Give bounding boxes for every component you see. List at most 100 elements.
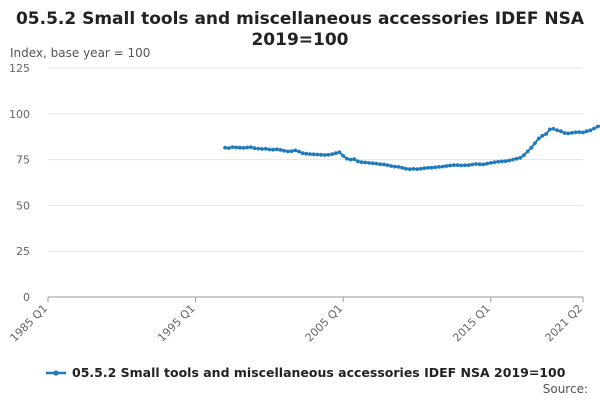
data-point[interactable] (440, 164, 445, 169)
data-point[interactable] (470, 162, 475, 167)
data-point[interactable] (536, 136, 541, 141)
data-point[interactable] (363, 160, 368, 165)
data-point[interactable] (463, 163, 467, 168)
data-point[interactable] (415, 167, 419, 172)
data-point[interactable] (492, 160, 497, 165)
data-point[interactable] (551, 126, 556, 131)
data-point[interactable] (245, 145, 250, 150)
data-point[interactable] (267, 147, 272, 152)
data-point[interactable] (282, 148, 286, 153)
data-point[interactable] (418, 166, 423, 171)
data-point[interactable] (455, 163, 460, 168)
data-point[interactable] (573, 130, 578, 135)
data-point[interactable] (485, 161, 489, 166)
data-point[interactable] (326, 152, 331, 157)
data-point[interactable] (263, 146, 268, 151)
data-point[interactable] (581, 130, 585, 135)
data-point[interactable] (448, 163, 453, 168)
data-point[interactable] (404, 166, 408, 171)
data-point[interactable] (319, 152, 323, 157)
data-point[interactable] (555, 128, 560, 133)
data-point[interactable] (238, 145, 242, 150)
data-point[interactable] (577, 130, 582, 135)
data-point[interactable] (584, 129, 589, 134)
data-point[interactable] (437, 165, 441, 169)
data-point[interactable] (588, 128, 593, 133)
data-point[interactable] (378, 162, 382, 167)
data-point[interactable] (274, 147, 279, 152)
data-point[interactable] (356, 159, 360, 164)
data-point[interactable] (547, 127, 552, 132)
data-point[interactable] (223, 145, 228, 150)
data-point[interactable] (426, 165, 430, 170)
data-point[interactable] (341, 154, 346, 158)
data-point[interactable] (518, 155, 523, 160)
data-point[interactable] (396, 165, 401, 169)
data-point[interactable] (496, 159, 500, 164)
data-point[interactable] (400, 165, 405, 170)
data-point[interactable] (514, 156, 519, 161)
legend[interactable]: 05.5.2 Small tools and miscellaneous acc… (46, 365, 566, 380)
data-point[interactable] (592, 126, 596, 131)
data-point[interactable] (389, 164, 393, 168)
data-point[interactable] (533, 141, 537, 146)
data-point[interactable] (297, 149, 301, 154)
data-point[interactable] (474, 162, 478, 166)
data-point[interactable] (522, 153, 526, 157)
data-point[interactable] (525, 149, 530, 154)
data-point[interactable] (407, 167, 412, 172)
data-point[interactable] (333, 151, 338, 156)
data-point[interactable] (337, 150, 342, 155)
data-point[interactable] (230, 145, 235, 150)
data-point[interactable] (256, 146, 261, 151)
data-point[interactable] (285, 149, 290, 154)
data-point[interactable] (359, 160, 364, 165)
data-point[interactable] (252, 146, 257, 151)
data-point[interactable] (289, 149, 294, 154)
data-point[interactable] (566, 131, 571, 136)
data-point[interactable] (503, 159, 508, 164)
data-point[interactable] (477, 162, 482, 167)
data-point[interactable] (278, 148, 283, 152)
data-point[interactable] (300, 151, 305, 156)
data-point[interactable] (444, 164, 449, 168)
data-point[interactable] (488, 161, 493, 165)
data-point[interactable] (311, 152, 316, 157)
data-point[interactable] (411, 167, 416, 171)
data-point[interactable] (507, 158, 512, 163)
data-point[interactable] (234, 145, 239, 150)
data-point[interactable] (293, 148, 298, 153)
data-point[interactable] (249, 145, 253, 150)
data-point[interactable] (381, 162, 386, 167)
data-point[interactable] (260, 147, 264, 151)
data-point[interactable] (466, 163, 471, 168)
data-point[interactable] (499, 159, 504, 164)
data-point[interactable] (385, 163, 390, 168)
data-point[interactable] (481, 162, 486, 167)
source-label[interactable]: Source: (543, 382, 588, 396)
data-point[interactable] (345, 156, 349, 161)
data-point[interactable] (226, 146, 231, 151)
data-point[interactable] (433, 165, 438, 170)
data-point[interactable] (392, 164, 397, 169)
data-point[interactable] (529, 145, 534, 150)
data-point[interactable] (452, 163, 456, 168)
data-point[interactable] (271, 147, 275, 152)
data-point[interactable] (348, 157, 353, 162)
data-point[interactable] (429, 165, 434, 170)
data-point[interactable] (322, 153, 327, 157)
data-point[interactable] (370, 161, 375, 166)
data-point[interactable] (352, 157, 357, 162)
data-point[interactable] (308, 152, 312, 157)
data-point[interactable] (374, 161, 379, 166)
data-point[interactable] (241, 146, 246, 150)
data-point[interactable] (330, 152, 334, 157)
data-point[interactable] (559, 129, 563, 134)
data-point[interactable] (562, 131, 567, 135)
data-point[interactable] (540, 133, 545, 138)
data-point[interactable] (595, 124, 600, 129)
data-point[interactable] (459, 163, 464, 168)
data-point[interactable] (570, 131, 574, 135)
data-point[interactable] (367, 161, 371, 165)
data-point[interactable] (422, 166, 427, 171)
